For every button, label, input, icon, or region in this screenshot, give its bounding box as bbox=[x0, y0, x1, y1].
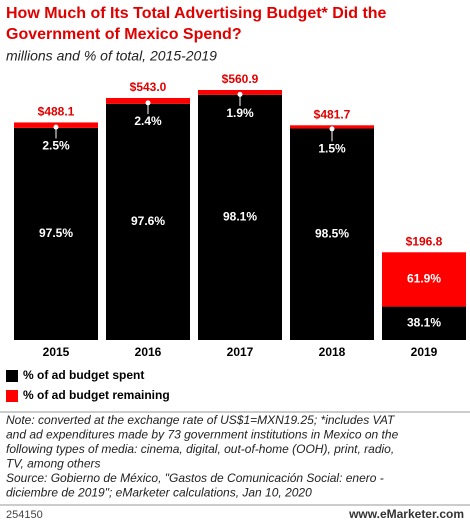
connector-dot bbox=[145, 100, 151, 106]
note-line: following types of media: cinema, digita… bbox=[6, 442, 394, 456]
value-label: 61.9% bbox=[407, 272, 441, 286]
value-label: 2.4% bbox=[134, 114, 162, 128]
bar-segment bbox=[290, 128, 374, 340]
total-label: $543.0 bbox=[130, 80, 167, 94]
value-label: 97.6% bbox=[131, 214, 165, 228]
total-label: $488.1 bbox=[38, 105, 75, 119]
bar-segment bbox=[198, 94, 282, 340]
x-tick-label: 2015 bbox=[43, 345, 70, 359]
legend-label: % of ad budget remaining bbox=[23, 388, 170, 402]
note-line: Note: converted at the exchange rate of … bbox=[6, 413, 396, 427]
chart-title: How Much of Its Total Advertising Budget… bbox=[6, 5, 387, 22]
bar-segment bbox=[14, 127, 98, 340]
connector-dot bbox=[237, 91, 243, 97]
total-label: $481.7 bbox=[314, 107, 351, 121]
note-line: TV, among others bbox=[6, 457, 101, 471]
legend-swatch bbox=[6, 390, 18, 402]
x-tick-label: 2017 bbox=[227, 345, 254, 359]
note-line: and ad expenditures made by 73 governmen… bbox=[6, 428, 399, 442]
value-label: 98.1% bbox=[223, 210, 257, 224]
bar-segment bbox=[382, 306, 466, 340]
chart-id: 254150 bbox=[6, 509, 43, 521]
note-line: Source: Gobierno de México, "Gastos de C… bbox=[6, 471, 384, 485]
total-label: $560.9 bbox=[222, 72, 259, 86]
x-tick-label: 2016 bbox=[135, 345, 162, 359]
x-tick-label: 2019 bbox=[411, 345, 438, 359]
chart-title: Government of Mexico Spend? bbox=[6, 26, 242, 43]
brand: www.eMarketer.com bbox=[348, 507, 464, 521]
value-label: 38.1% bbox=[407, 315, 441, 329]
connector-dot bbox=[53, 124, 59, 130]
legend-swatch bbox=[6, 370, 18, 382]
value-label: 97.5% bbox=[39, 226, 73, 240]
value-label: 2.5% bbox=[42, 139, 70, 153]
connector-dot bbox=[329, 126, 335, 132]
value-label: 1.9% bbox=[226, 106, 254, 120]
legend-label: % of ad budget spent bbox=[23, 368, 144, 382]
bar-segment bbox=[106, 103, 190, 340]
value-label: 1.5% bbox=[318, 141, 346, 155]
x-tick-label: 2018 bbox=[319, 345, 346, 359]
chart-subtitle: millions and % of total, 2015-2019 bbox=[6, 48, 217, 64]
note-line: diciembre de 2019"; eMarketer calculatio… bbox=[6, 486, 312, 500]
value-label: 98.5% bbox=[315, 226, 349, 240]
bar-segment bbox=[382, 252, 466, 307]
total-label: $196.8 bbox=[406, 234, 443, 248]
